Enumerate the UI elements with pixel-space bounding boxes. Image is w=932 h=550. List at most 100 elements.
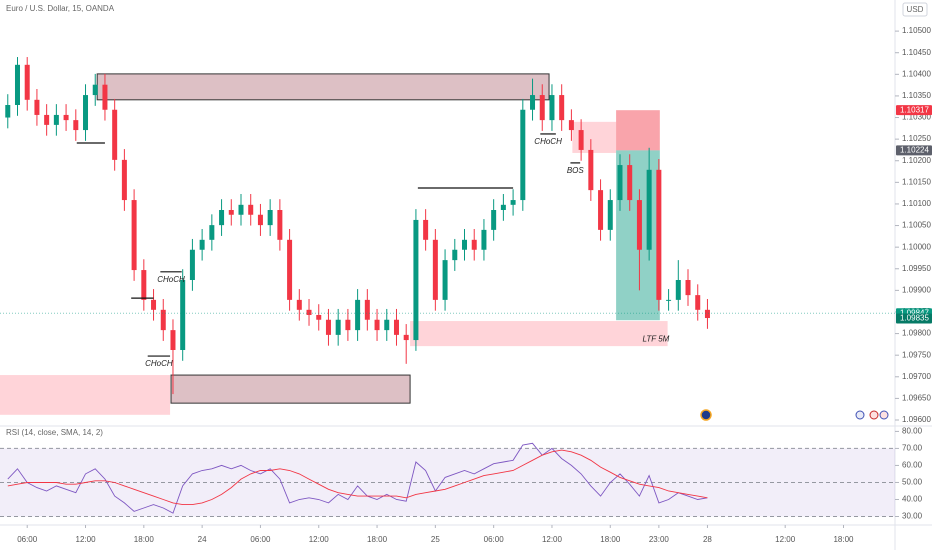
candle-body	[248, 204, 254, 215]
candle-body	[228, 210, 234, 215]
candle-body	[92, 84, 98, 96]
flag-icon[interactable]	[869, 410, 879, 420]
candle-body	[180, 280, 186, 350]
candle-body	[646, 169, 652, 250]
price-label: 1.09835	[900, 314, 929, 323]
structure-label: CHoCH	[534, 137, 562, 146]
candle-body	[364, 299, 370, 320]
candle-body	[121, 159, 127, 201]
candle-body	[549, 95, 555, 121]
event-icon[interactable]	[700, 409, 712, 421]
candle-body	[462, 239, 468, 250]
candle-body	[374, 319, 380, 331]
zone	[0, 375, 171, 415]
overlay: CHoCH CHoCH CHoCH BOS LTF 5M	[76, 133, 670, 368]
price-label: 1.10224	[900, 145, 929, 154]
price-label: 1.10317	[900, 105, 929, 114]
y-tick-label: 1.10250	[902, 134, 931, 143]
y-tick-label: 1.09950	[902, 264, 931, 273]
candle-body	[238, 204, 244, 215]
candle-body	[83, 95, 89, 131]
candle-body	[306, 309, 312, 315]
y-tick-label: 1.10500	[902, 26, 931, 35]
candle-body	[607, 200, 613, 230]
candle-body	[325, 319, 331, 335]
y-tick-label: 1.10200	[902, 156, 931, 165]
candle-body	[704, 309, 710, 319]
y-tick-label: 1.10350	[902, 91, 931, 100]
zone	[410, 321, 668, 347]
candle-body	[695, 295, 701, 310]
candle-body	[510, 200, 516, 205]
x-tick-label: 25	[431, 535, 440, 544]
candle-body	[598, 190, 604, 230]
structure-label: BOS	[567, 166, 585, 175]
x-tick-label: 12:00	[542, 535, 563, 544]
candle-body	[219, 210, 225, 226]
candle-body	[568, 120, 574, 131]
currency-box[interactable]	[902, 2, 928, 17]
price-label-box	[896, 313, 932, 324]
candle-body	[452, 249, 458, 261]
candle-body	[481, 229, 487, 250]
flag-icon[interactable]	[879, 410, 889, 420]
candle-body	[24, 64, 30, 100]
candle-body	[636, 200, 642, 250]
candle-body	[627, 165, 633, 201]
rsi-tick-label: 70.00	[902, 444, 923, 453]
x-tick-label: 18:00	[134, 535, 155, 544]
candle-body	[102, 84, 108, 110]
structure-label: CHoCH	[145, 359, 173, 368]
candle-body	[559, 95, 565, 121]
candle-body	[675, 280, 681, 300]
candle-body	[403, 334, 409, 341]
candle-body	[141, 270, 147, 300]
y-tick-label: 1.09700	[902, 372, 931, 381]
candle-body	[500, 204, 506, 210]
annotation: LTF 5M	[643, 334, 670, 343]
x-tick-label: 12:00	[309, 535, 330, 544]
zone	[170, 374, 411, 404]
candle-body	[539, 95, 545, 121]
y-tick-label: 1.10450	[902, 48, 931, 57]
candle-body	[666, 299, 672, 301]
flag-icon[interactable]	[855, 410, 865, 420]
candle-body	[257, 214, 263, 226]
rsi-tick-label: 40.00	[902, 495, 923, 504]
candle-body	[432, 239, 438, 300]
x-tick-label: 12:00	[775, 535, 796, 544]
candle-body	[63, 114, 69, 121]
y-tick-label: 1.09600	[902, 415, 931, 424]
candle-body	[199, 239, 205, 250]
candle-body	[656, 169, 662, 300]
candle-body	[14, 64, 20, 105]
candle-body	[73, 120, 79, 131]
candle-body	[491, 210, 497, 230]
price-label-box	[896, 145, 932, 156]
y-tick-label: 1.09800	[902, 329, 931, 338]
price-label-box	[896, 105, 932, 116]
x-tick-label: 23:00	[649, 535, 670, 544]
candle-body	[170, 330, 176, 350]
y-tick-label: 1.10000	[902, 242, 931, 251]
rsi-tick-label: 50.00	[902, 478, 923, 487]
candle-body	[131, 200, 137, 271]
rsi-tick-label: 30.00	[902, 512, 923, 521]
candle-body	[471, 239, 477, 250]
y-tick-label: 1.09650	[902, 394, 931, 403]
candle-body	[151, 299, 157, 310]
candle-body	[53, 114, 59, 125]
rsi-tick-label: 60.00	[902, 461, 923, 470]
currency[interactable]: USD	[907, 5, 924, 14]
candle-body	[209, 225, 215, 240]
price-label: 1.09847	[900, 308, 929, 317]
candle-body	[5, 105, 11, 118]
x-tick-label: 06:00	[484, 535, 505, 544]
y-tick-label: 1.09750	[902, 350, 931, 359]
x-tick-label: 12:00	[76, 535, 97, 544]
candle-body	[413, 219, 419, 341]
rsi-tick-label: 80.00	[902, 427, 923, 436]
y-tick-label: 1.09900	[902, 285, 931, 294]
